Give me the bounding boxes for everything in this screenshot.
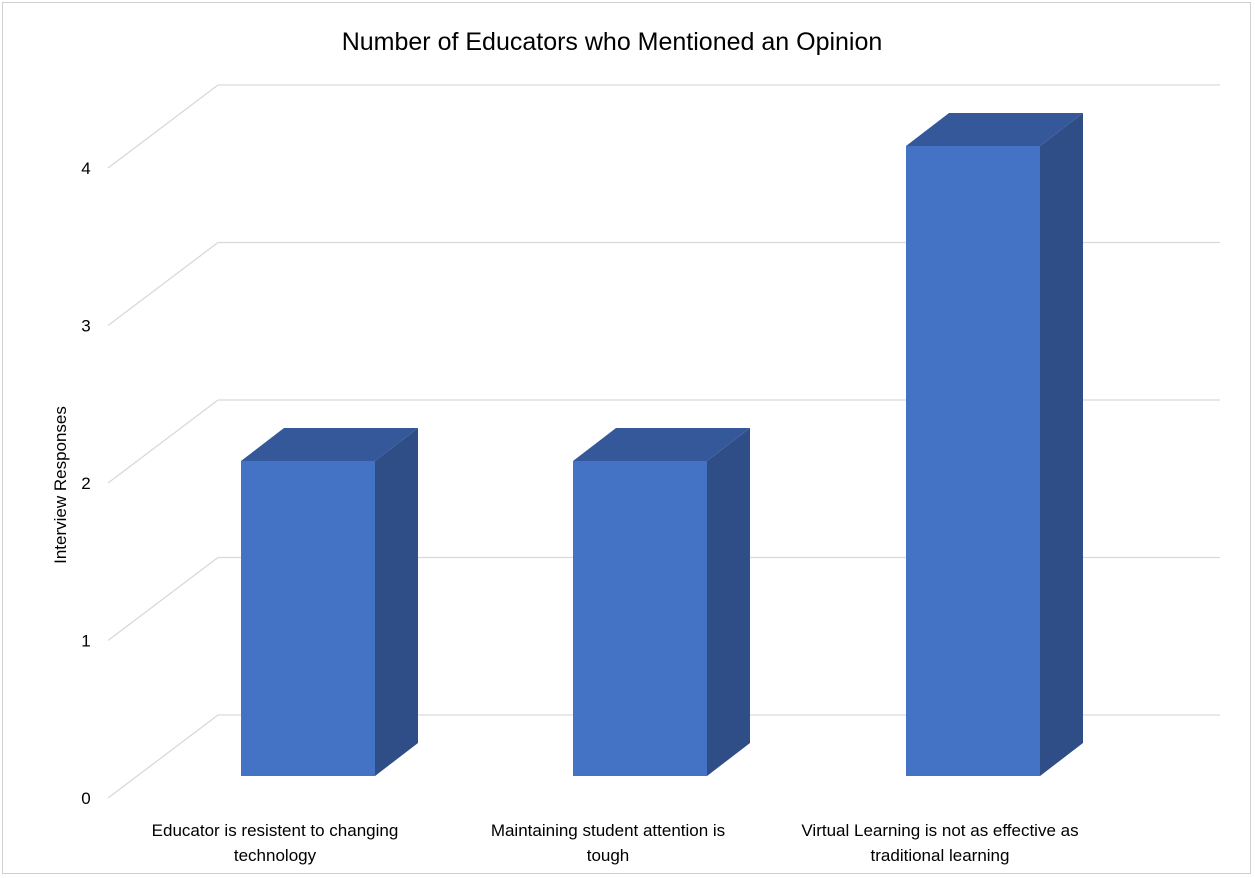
bar-front-face <box>573 461 707 776</box>
bar-top-face <box>906 113 1083 146</box>
category-labels: Educator is resistent to changing technol… <box>152 821 1079 865</box>
bars <box>241 113 1083 776</box>
x-category-label-line: Educator is resistent to changing <box>152 821 399 840</box>
chart-title: Number of Educators who Mentioned an Opi… <box>342 28 883 56</box>
gridline <box>107 84 1220 169</box>
x-category-label-line: traditional learning <box>871 846 1010 865</box>
y-axis-ticks: 0 1 2 3 4 <box>81 159 90 808</box>
bar-top-face <box>241 428 418 461</box>
bar-top-face <box>573 428 750 461</box>
x-category-label-line: Maintaining student attention is <box>491 821 725 840</box>
bar <box>573 428 750 776</box>
bar <box>906 113 1083 776</box>
bar-side-face <box>375 428 418 776</box>
x-category-label-line: tough <box>587 846 630 865</box>
x-category-label-line: technology <box>234 846 317 865</box>
y-tick-label: 2 <box>81 474 90 493</box>
bar-front-face <box>241 461 375 776</box>
x-category-label: Maintaining student attention is tough <box>491 821 725 865</box>
y-tick-label: 4 <box>81 159 90 178</box>
y-tick-label: 0 <box>81 789 90 808</box>
y-tick-label: 1 <box>81 632 90 651</box>
x-category-label-line: Virtual Learning is not as effective as <box>801 821 1078 840</box>
y-axis-label: Interview Responses <box>51 406 70 564</box>
x-category-label: Virtual Learning is not as effective as t… <box>801 821 1078 865</box>
bar <box>241 428 418 776</box>
bar-side-face <box>1040 113 1083 776</box>
bar-side-face <box>707 428 750 776</box>
y-tick-label: 3 <box>81 317 90 336</box>
x-category-label: Educator is resistent to changing technol… <box>152 821 399 865</box>
bar-front-face <box>906 146 1040 776</box>
